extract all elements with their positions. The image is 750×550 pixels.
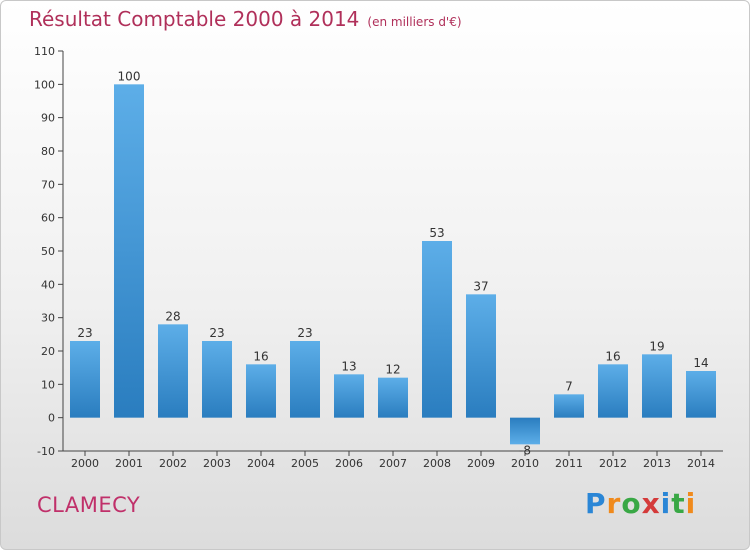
logo-letter: P <box>585 487 607 520</box>
y-tick-label: 110 <box>34 45 55 58</box>
y-tick-label: 60 <box>41 212 55 225</box>
value-label-2013: 19 <box>649 339 664 353</box>
y-tick-label: 40 <box>41 278 55 291</box>
bar-2010 <box>510 417 540 445</box>
logo-letter: i <box>685 487 697 520</box>
x-tick-label-2006: 2006 <box>335 457 363 470</box>
bar-2003 <box>202 341 232 418</box>
bar-2012 <box>598 364 628 418</box>
y-tick-label: 70 <box>41 178 55 191</box>
logo-letter: i <box>660 487 672 520</box>
x-tick-label-2008: 2008 <box>423 457 451 470</box>
value-label-2001: 100 <box>118 69 141 83</box>
value-label-2014: 14 <box>693 356 708 370</box>
value-label-2008: 53 <box>429 226 444 240</box>
y-tick-label: 30 <box>41 312 55 325</box>
x-tick-label-2010: 2010 <box>511 457 539 470</box>
bar-2011 <box>554 394 584 418</box>
bar-2005 <box>290 341 320 418</box>
value-label-2007: 12 <box>385 363 400 377</box>
logo-letter: x <box>641 487 661 520</box>
logo-letter: t <box>671 487 686 520</box>
y-tick-label: 20 <box>41 345 55 358</box>
value-label-2002: 28 <box>165 309 180 323</box>
x-tick-label-2014: 2014 <box>687 457 715 470</box>
x-tick-label-2011: 2011 <box>555 457 583 470</box>
bar-2006 <box>334 374 364 418</box>
value-label-2009: 37 <box>473 279 488 293</box>
bar-2009 <box>466 294 496 418</box>
value-label-2006: 13 <box>341 359 356 373</box>
y-tick-label: 50 <box>41 245 55 258</box>
bar-2013 <box>642 354 672 418</box>
bar-2007 <box>378 377 408 418</box>
y-tick-label: 0 <box>48 412 55 425</box>
chart-title-text: Résultat Comptable 2000 à 2014 <box>29 7 360 31</box>
x-tick-label-2003: 2003 <box>203 457 231 470</box>
city-name: CLAMECY <box>37 493 141 517</box>
value-label-2000: 23 <box>77 326 92 340</box>
x-tick-label-2013: 2013 <box>643 457 671 470</box>
value-label-2004: 16 <box>253 349 268 363</box>
logo-letter: r <box>606 487 622 520</box>
chart-title: Résultat Comptable 2000 à 2014 (en millie… <box>29 7 462 31</box>
bar-2001 <box>114 84 144 418</box>
x-tick-label-2002: 2002 <box>159 457 187 470</box>
bar-2008 <box>422 241 452 418</box>
y-tick-label: 100 <box>34 78 55 91</box>
bar-2000 <box>70 341 100 418</box>
x-tick-label-2012: 2012 <box>599 457 627 470</box>
value-label-2011: 7 <box>565 379 573 393</box>
bar-2004 <box>246 364 276 418</box>
x-tick-label-2000: 2000 <box>71 457 99 470</box>
y-tick-label: 90 <box>41 112 55 125</box>
y-tick-label: 10 <box>41 378 55 391</box>
value-label-2010: -8 <box>519 443 531 457</box>
bar-2014 <box>686 371 716 418</box>
y-tick-label: -10 <box>37 445 55 458</box>
x-tick-label-2009: 2009 <box>467 457 495 470</box>
x-tick-label-2001: 2001 <box>115 457 143 470</box>
value-label-2005: 23 <box>297 326 312 340</box>
chart-subtitle: (en milliers d'€) <box>367 15 462 29</box>
proxiti-logo: Proxiti <box>585 487 696 520</box>
logo-letter: o <box>621 487 642 520</box>
value-label-2012: 16 <box>605 349 620 363</box>
x-tick-label-2007: 2007 <box>379 457 407 470</box>
y-tick-label: 80 <box>41 145 55 158</box>
bar-2002 <box>158 324 188 418</box>
x-tick-label-2004: 2004 <box>247 457 275 470</box>
x-tick-label-2005: 2005 <box>291 457 319 470</box>
value-label-2003: 23 <box>209 326 224 340</box>
